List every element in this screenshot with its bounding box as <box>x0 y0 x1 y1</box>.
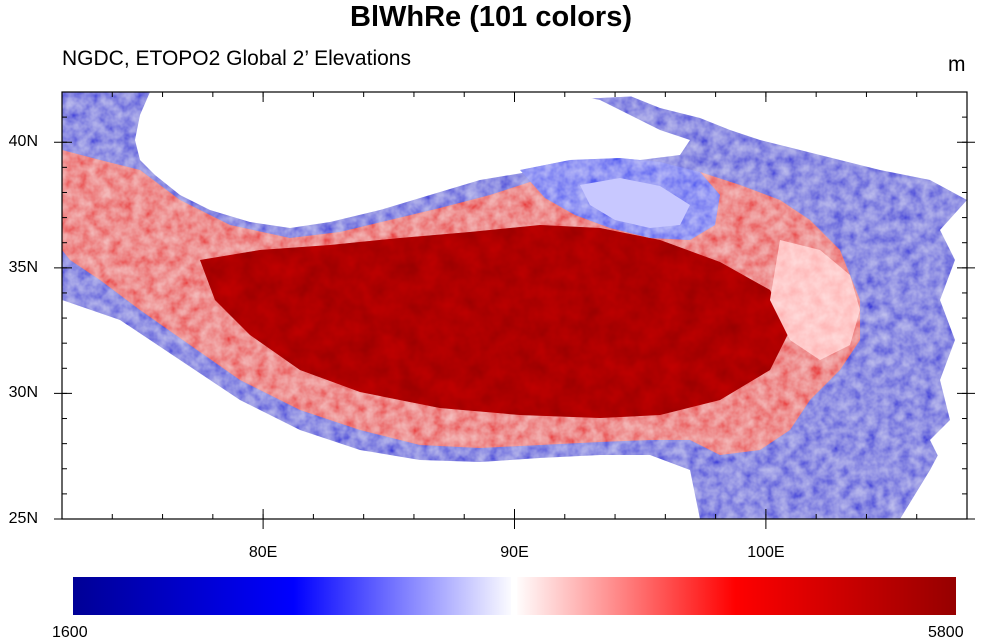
tarim-basin <box>135 92 690 228</box>
lon-tick-label: 90E <box>500 544 529 561</box>
sichuan-highland <box>770 240 860 360</box>
northern-lowland <box>620 92 967 200</box>
plot-subtitle: NGDC, ETOPO2 Global 2’ Elevations <box>62 47 411 70</box>
lat-tick-label: 25N <box>8 510 38 527</box>
units-label: m <box>948 53 966 76</box>
plot-title: BlWhRe (101 colors) <box>350 1 632 33</box>
lon-tick-label: 100E <box>747 544 785 561</box>
colorbar-max-label: 5800 <box>928 624 964 641</box>
lat-tick-label: 35N <box>8 258 38 276</box>
plateau-core <box>200 225 790 418</box>
lat-tick-label: 40N <box>8 133 38 151</box>
axis-ticks <box>54 91 975 529</box>
terrain-layer <box>62 92 967 519</box>
lat-tick-label: 30N <box>8 384 38 402</box>
qaidam-core <box>580 178 690 228</box>
indian-plain <box>62 300 700 519</box>
eastern-lowland <box>930 200 967 519</box>
colorbar-min-label: 1600 <box>52 624 88 641</box>
lon-tick-label: 80E <box>248 544 278 561</box>
